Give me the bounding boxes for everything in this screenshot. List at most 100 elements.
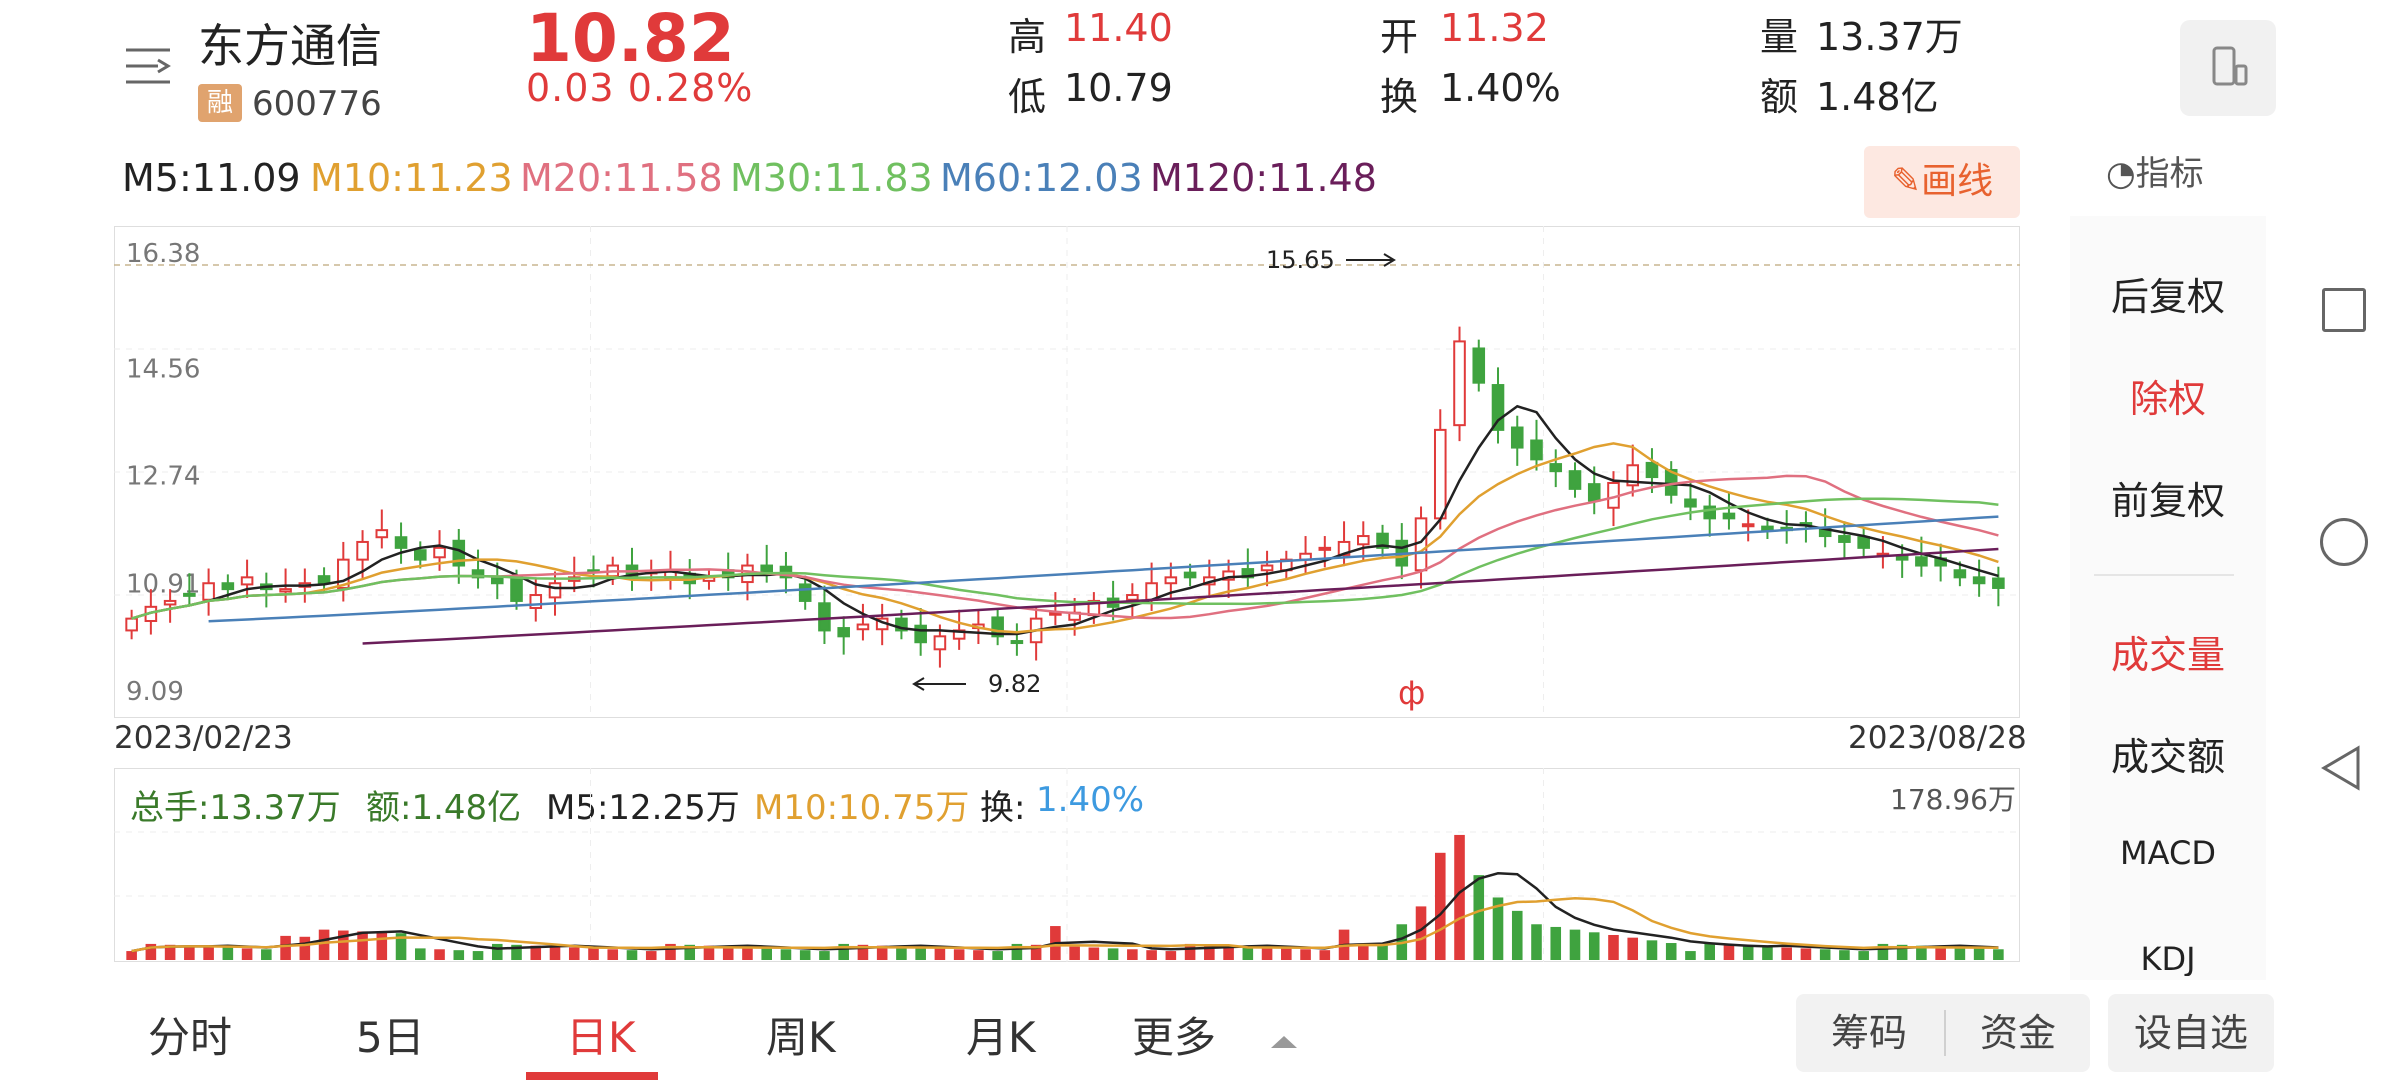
candle-body [1587,483,1601,502]
recent-apps-icon[interactable] [2322,288,2366,332]
menu-icon[interactable] [122,40,174,92]
side-item-volume[interactable]: 成交量 [2110,633,2225,677]
candle-body [1260,564,1274,572]
tab-daily-k[interactable]: 日K [566,1013,636,1062]
volume-m10: M10:10.75万 [754,788,970,828]
volume-bar [1127,949,1138,960]
candle-body [798,583,812,602]
turnover-value: 1.40% [1440,66,1561,110]
low-annotation: 9.82 [988,670,1041,698]
volume-max-label: 178.96万 [1890,783,2016,816]
candle-body [1318,546,1332,551]
candle-body [1857,536,1870,549]
candle-body [1722,512,1736,520]
tab-weekly-k[interactable]: 周K [766,1013,836,1062]
add-watchlist-button[interactable]: 设自选 [2108,994,2274,1072]
turnover-label: 换 [1380,75,1419,119]
volume-bar [1646,940,1658,960]
home-icon[interactable] [2320,518,2368,566]
candle-body [1741,523,1755,528]
price-axis-label: 12.74 [126,462,200,492]
high-annotation: 15.65 [1266,246,1335,274]
candle-body [1222,570,1235,581]
volume-bar [1319,950,1331,960]
candle-body [760,564,773,573]
volume-bar [338,930,349,960]
pencil-icon: ✎ [1890,161,1922,202]
side-item-ex-rights[interactable]: 除权 [2129,377,2206,421]
candle-body [1626,464,1640,487]
back-icon[interactable] [2318,744,2364,792]
candle-body [1549,463,1563,473]
volume-amount: 额:1.48亿 [366,788,522,828]
indicator-button[interactable]: ◔指标 [2106,154,2204,194]
volume-bar [1685,951,1696,960]
side-item-backward-adjust[interactable]: 后复权 [2110,275,2225,319]
candle-body [1510,426,1524,449]
draw-line-button[interactable]: ✎画线 [1864,146,2020,218]
stock-name: 东方通信 [198,19,382,73]
tab-5day[interactable]: 5日 [356,1013,425,1062]
candle-body [1838,535,1851,543]
volume-bar [1434,852,1446,960]
volume-m5: M5:12.25万 [546,788,740,828]
volume-bar [1473,875,1485,960]
volume-bar [1916,945,1927,960]
candle-body [240,576,254,586]
chips-button[interactable]: 筹码 [1830,1011,1907,1055]
volume-bar [164,944,176,960]
side-item-kdj[interactable]: KDJ [2140,940,2196,976]
funds-button[interactable]: 资金 [1979,1011,2056,1055]
volume-bar [1454,834,1465,960]
volume-total: 总手:13.37万 [130,788,341,828]
volume-bar [780,949,792,960]
candle-body [279,588,292,593]
volume-chart[interactable] [114,768,2020,962]
volume-bar [1377,944,1388,960]
side-item-amount[interactable]: 成交额 [2110,735,2225,779]
volume-bar [434,949,445,960]
volume-bar [742,947,753,960]
volume-bar [511,944,522,960]
volume-bar [799,950,811,960]
volume-bar [126,951,137,960]
side-item-macd[interactable]: MACD [2120,834,2216,872]
volume-bar [703,945,715,960]
candle-body [1645,461,1659,479]
side-item-forward-adjust[interactable]: 前复权 [2110,479,2225,523]
candle-body [895,617,908,632]
candle-body [1530,439,1543,461]
low-value: 10.79 [1064,66,1173,110]
ma10-line [131,442,1999,634]
volume-bar [1146,950,1157,960]
tab-more[interactable]: 更多 [1132,1004,1299,1065]
candle-body [1472,347,1486,384]
tab-monthly-k[interactable]: 月K [966,1013,1036,1062]
volume-bar [953,949,965,960]
volume-bar [415,948,426,960]
low-arrow-head-icon [912,677,925,691]
candle-body [837,627,850,638]
volume-value: 13.37万 [1816,15,1963,59]
event-marker-icon: ф [1398,674,1425,712]
candle-body [356,540,369,561]
volume-bar [876,945,888,960]
end-date: 2023/08/28 [1848,720,2027,756]
device-switch-button[interactable] [2180,20,2276,116]
volume-bar [1511,910,1523,960]
volume-bar [1896,944,1908,960]
volume-bar [1800,948,1812,960]
volume-bar [280,935,291,960]
volume-bar [645,951,657,960]
margin-badge: 融 [198,84,242,122]
phone-icon [2212,46,2248,86]
open-value: 11.32 [1440,6,1549,50]
volume-bar [299,936,311,960]
ma60-line [208,515,1999,623]
candle-body [394,536,408,549]
tab-intraday[interactable]: 分时 [148,1013,233,1062]
volume-bar [915,947,926,960]
candle-body [991,616,1004,638]
ma20-label: M20:11.58 [520,156,723,200]
